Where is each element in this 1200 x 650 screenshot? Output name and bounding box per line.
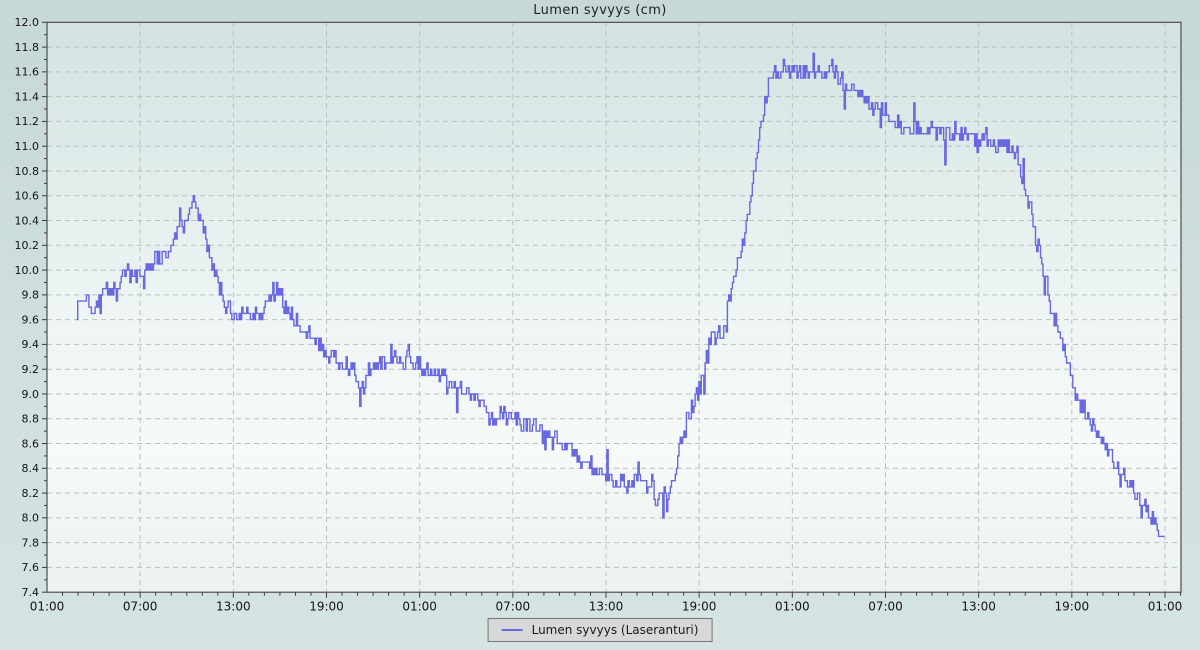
svg-text:11.0: 11.0 bbox=[15, 140, 40, 153]
svg-text:10.6: 10.6 bbox=[15, 190, 40, 203]
svg-text:07:00: 07:00 bbox=[123, 600, 158, 614]
svg-text:11.6: 11.6 bbox=[15, 66, 40, 79]
svg-text:8.6: 8.6 bbox=[22, 437, 40, 450]
svg-text:7.6: 7.6 bbox=[22, 561, 40, 574]
svg-text:9.8: 9.8 bbox=[22, 289, 40, 302]
svg-text:8.8: 8.8 bbox=[22, 413, 40, 426]
legend-line-marker bbox=[501, 629, 523, 631]
svg-text:12.0: 12.0 bbox=[15, 16, 40, 29]
svg-text:11.2: 11.2 bbox=[15, 115, 40, 128]
svg-text:9.4: 9.4 bbox=[22, 338, 40, 351]
svg-text:11.8: 11.8 bbox=[15, 41, 40, 54]
svg-text:8.2: 8.2 bbox=[22, 487, 40, 500]
legend-box: Lumen syvyys (Laseranturi) bbox=[487, 618, 713, 642]
svg-text:10.0: 10.0 bbox=[15, 264, 40, 277]
svg-text:10.2: 10.2 bbox=[15, 239, 40, 252]
svg-text:13:00: 13:00 bbox=[216, 600, 251, 614]
svg-text:01:00: 01:00 bbox=[402, 600, 437, 614]
svg-text:10.4: 10.4 bbox=[15, 214, 40, 227]
svg-text:11.4: 11.4 bbox=[15, 90, 40, 103]
svg-text:19:00: 19:00 bbox=[1055, 600, 1090, 614]
svg-text:01:00: 01:00 bbox=[775, 600, 810, 614]
svg-text:8.4: 8.4 bbox=[22, 462, 40, 475]
svg-text:01:00: 01:00 bbox=[1148, 600, 1183, 614]
svg-text:9.0: 9.0 bbox=[22, 388, 40, 401]
svg-text:13:00: 13:00 bbox=[589, 600, 624, 614]
svg-text:9.2: 9.2 bbox=[22, 363, 40, 376]
svg-text:13:00: 13:00 bbox=[961, 600, 996, 614]
svg-text:7.4: 7.4 bbox=[22, 586, 40, 599]
svg-text:07:00: 07:00 bbox=[868, 600, 903, 614]
svg-text:7.8: 7.8 bbox=[22, 536, 40, 549]
chart-title: Lumen syvyys (cm) bbox=[533, 3, 667, 18]
svg-text:19:00: 19:00 bbox=[309, 600, 344, 614]
svg-text:01:00: 01:00 bbox=[30, 600, 65, 614]
svg-text:10.8: 10.8 bbox=[15, 165, 40, 178]
svg-text:19:00: 19:00 bbox=[682, 600, 717, 614]
legend-label: Lumen syvyys (Laseranturi) bbox=[531, 623, 699, 637]
svg-text:9.6: 9.6 bbox=[22, 313, 40, 326]
svg-text:8.0: 8.0 bbox=[22, 512, 40, 525]
svg-text:07:00: 07:00 bbox=[496, 600, 531, 614]
